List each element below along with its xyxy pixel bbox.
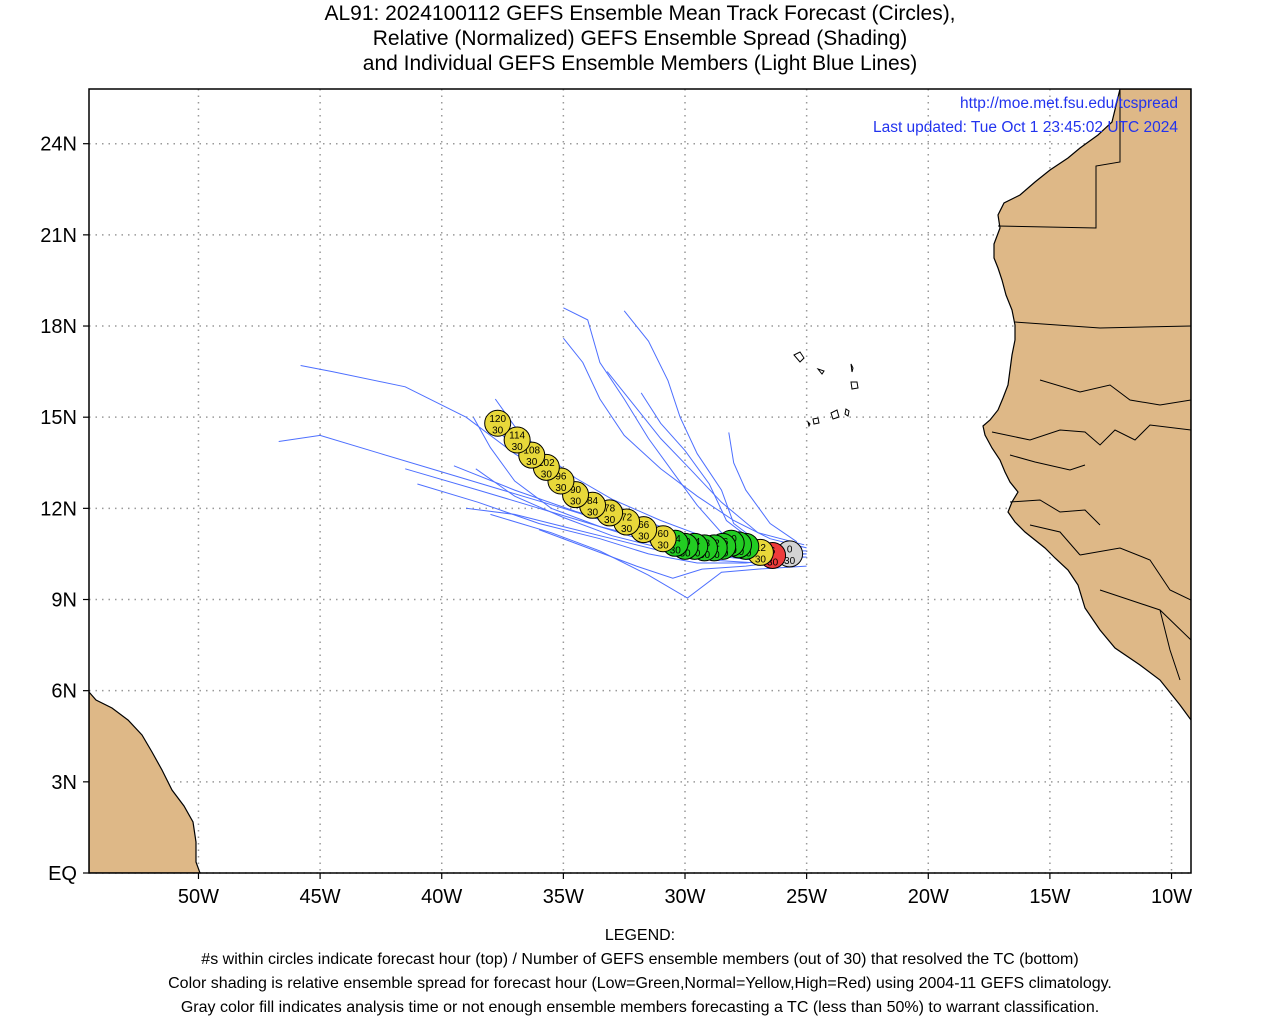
track-circle: [484, 409, 512, 437]
member-count-label: 30: [679, 548, 691, 559]
south-america-landmass: [89, 691, 201, 873]
title-line-1: AL91: 2024100112 GEFS Ensemble Mean Trac…: [324, 2, 956, 25]
ensemble-member-line: [538, 529, 793, 579]
legend: LEGEND: #s within circles indicate forec…: [0, 924, 1280, 1020]
tick-label-lat: 21N: [40, 225, 77, 247]
member-count-label: 30: [604, 515, 616, 526]
tick-label-lat: 15N: [40, 407, 77, 429]
chart-title: AL91: 2024100112 GEFS Ensemble Mean Trac…: [0, 1, 1280, 76]
forecast-hour-label: 96: [555, 472, 567, 483]
member-count-label: 30: [767, 557, 779, 568]
tick-label-lon: 20W: [908, 886, 949, 908]
member-count-label: 30: [784, 556, 796, 567]
mean-track: 0306301230183024303030363042304830543060…: [484, 409, 804, 569]
forecast-hour-label: 90: [570, 485, 582, 496]
tick-label-lon: 45W: [300, 886, 341, 908]
ensemble-member-line: [490, 513, 807, 599]
ensemble-member-line: [472, 416, 807, 561]
member-count-label: 30: [658, 541, 670, 552]
forecast-hour-label: 12: [755, 543, 767, 554]
legend-line-3: Gray color fill indicates analysis time …: [180, 999, 1100, 1016]
ensemble-member-line: [417, 483, 802, 564]
ensemble-member-line: [728, 432, 798, 543]
track-circle: [503, 426, 531, 454]
member-count-label: 30: [587, 507, 599, 518]
legend-line-1: #s within circles indicate forecast hour…: [201, 951, 1079, 968]
cape-verde-islands: [793, 351, 859, 428]
member-count-label: 30: [621, 524, 633, 535]
tick-label-lat: EQ: [48, 863, 77, 885]
tick-label-lon: 30W: [664, 886, 705, 908]
tick-label-lat: 3N: [51, 772, 77, 794]
forecast-hour-label: 120: [489, 414, 506, 425]
member-count-label: 30: [570, 497, 582, 508]
member-count-label: 30: [512, 442, 524, 453]
forecast-hour-label: 0: [787, 544, 793, 555]
member-count-label: 30: [526, 457, 538, 468]
tick-label-lon: 10W: [1151, 886, 1192, 908]
tick-label-lon: 50W: [178, 886, 219, 908]
title-line-3: and Individual GEFS Ensemble Members (Li…: [362, 52, 918, 75]
forecast-hour-label: 84: [587, 496, 599, 507]
member-count-label: 30: [492, 425, 504, 436]
legend-line-2: Color shading is relative ensemble sprea…: [168, 975, 1112, 992]
member-count-label: 30: [755, 554, 767, 565]
tick-label-lat: 18N: [40, 316, 77, 338]
tick-label-lon: 35W: [543, 886, 584, 908]
tick-label-lat: 24N: [40, 134, 77, 156]
member-count-label: 30: [541, 469, 553, 480]
forecast-hour-label: 60: [658, 529, 670, 540]
last-updated: Last updated: Tue Oct 1 23:45:02 UTC 202…: [873, 119, 1178, 136]
forecast-hour-label: 66: [638, 520, 650, 531]
tick-label-lat: 9N: [51, 590, 77, 612]
country-borders: [991, 89, 1191, 681]
forecast-hour-label: 114: [509, 430, 525, 441]
land-layer: [89, 89, 1191, 873]
tick-label-lat: 12N: [40, 498, 77, 520]
tick-label-lon: 15W: [1029, 886, 1070, 908]
member-count-label: 30: [555, 483, 567, 494]
ensemble-member-line: [563, 337, 807, 549]
source-url: http://moe.met.fsu.edu/tcspread: [960, 95, 1178, 112]
legend-heading: LEGEND:: [604, 927, 676, 944]
member-count-label: 30: [638, 532, 650, 543]
forecast-hour-label: 102: [538, 458, 555, 469]
title-line-2: Relative (Normalized) GEFS Ensemble Spre…: [372, 27, 908, 50]
africa-landmass: [982, 89, 1191, 722]
axis-ticks: 50W 45W 40W 35W 30W 25W 20W 15W 10W EQ 3N 6N 9N 12N 15…: [40, 134, 1192, 908]
plot-frame: [88, 88, 1192, 874]
tick-label-lon: 25W: [786, 886, 827, 908]
member-count-label: 30: [670, 545, 682, 556]
forecast-hour-label: 72: [621, 513, 633, 524]
forecast-hour-label: 78: [604, 503, 616, 514]
forecast-hour-label: 108: [523, 446, 540, 457]
tick-label-lon: 40W: [421, 886, 462, 908]
tick-label-lat: 6N: [51, 681, 77, 703]
